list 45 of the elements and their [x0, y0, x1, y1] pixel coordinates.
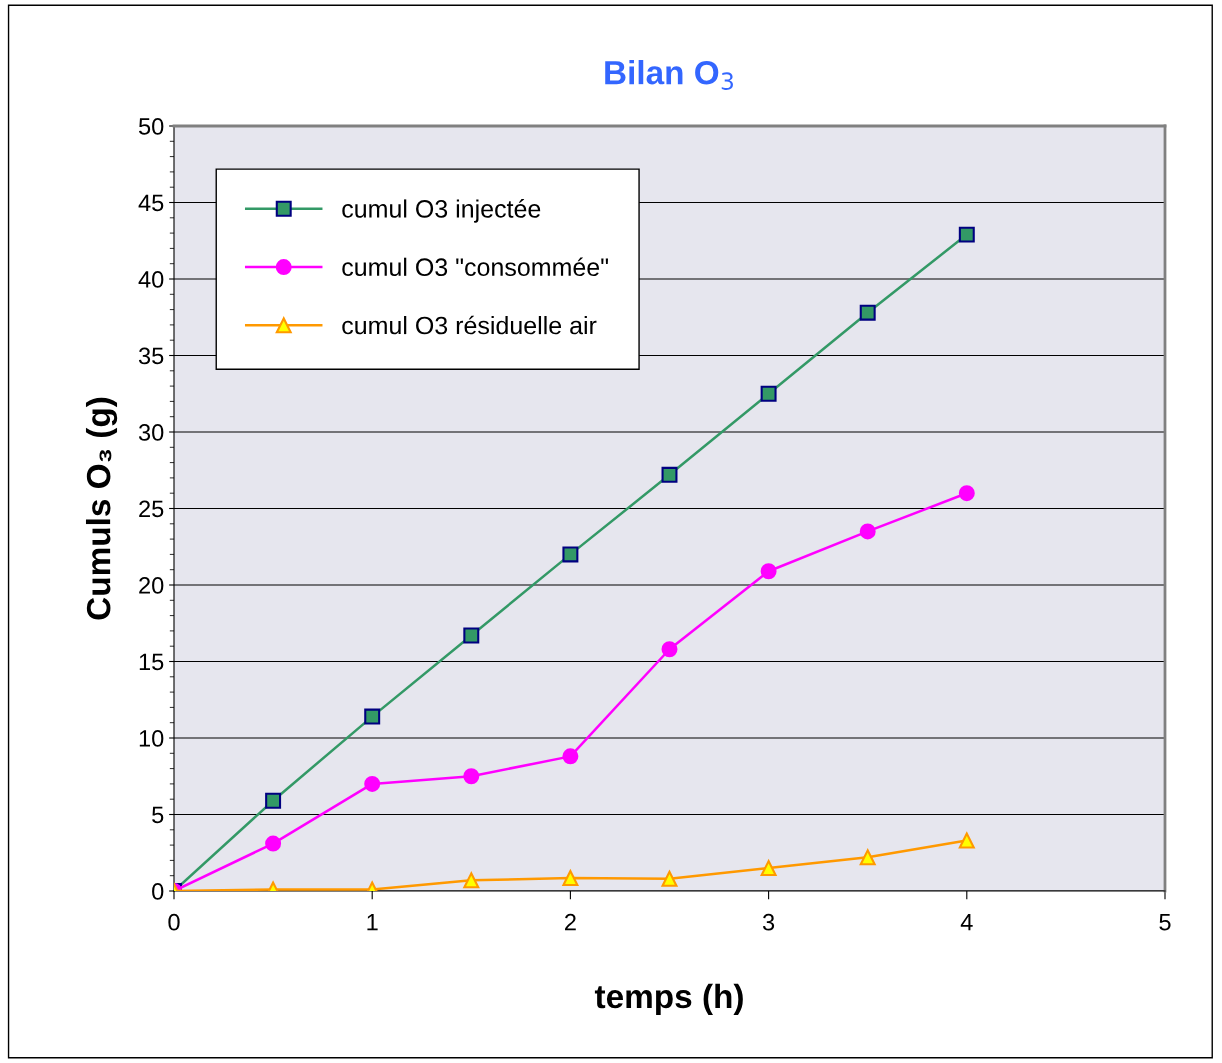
point	[760, 860, 777, 877]
y-tick-label: 25	[139, 500, 164, 518]
y-tick-label: 50	[138, 118, 164, 135]
y-tick-label: 20	[139, 577, 164, 594]
x-tick-label: 0	[168, 913, 180, 931]
point	[463, 872, 480, 889]
point	[661, 466, 678, 483]
x-axis-title: temps (h)	[594, 983, 743, 1015]
point	[958, 832, 975, 849]
point	[958, 226, 975, 243]
x-tick-label: 2	[565, 913, 576, 931]
point	[760, 385, 777, 402]
y-tick-label: 45	[138, 194, 164, 212]
point	[562, 870, 579, 886]
point	[661, 641, 678, 658]
x-tick-label: 4	[960, 914, 973, 931]
point	[265, 835, 282, 852]
chart-title: Bilan O$_{3}$	[605, 60, 733, 90]
point	[760, 563, 777, 580]
legend-label: cumul O3 "consommée"	[342, 257, 609, 277]
y-tick-label: 35	[138, 347, 164, 365]
y-tick-label: 15	[139, 653, 164, 671]
point	[562, 748, 579, 765]
point	[859, 523, 876, 540]
y-tick-label: 5	[152, 806, 164, 824]
y-tick-label: 0	[152, 883, 164, 900]
x-tick-label: 1	[367, 914, 378, 931]
point	[562, 546, 579, 563]
point	[265, 792, 282, 809]
legend-label: cumul O3 résiduelle air	[342, 315, 597, 335]
legend-label: cumul O3 injectée	[342, 199, 541, 223]
y-tick-label: 40	[138, 271, 164, 288]
y-tick-label: 30	[138, 424, 164, 441]
point	[463, 768, 480, 785]
x-tick-label: 5	[1159, 914, 1171, 931]
x-tick-label: 3	[762, 913, 775, 931]
point	[364, 708, 381, 725]
point	[364, 775, 381, 792]
point	[463, 627, 480, 644]
y-axis-title: Cumuls O₃ (g)	[85, 397, 118, 620]
point	[661, 870, 678, 887]
point	[859, 304, 876, 321]
point	[859, 849, 876, 866]
point	[958, 485, 975, 502]
y-tick-label: 10	[139, 730, 164, 747]
